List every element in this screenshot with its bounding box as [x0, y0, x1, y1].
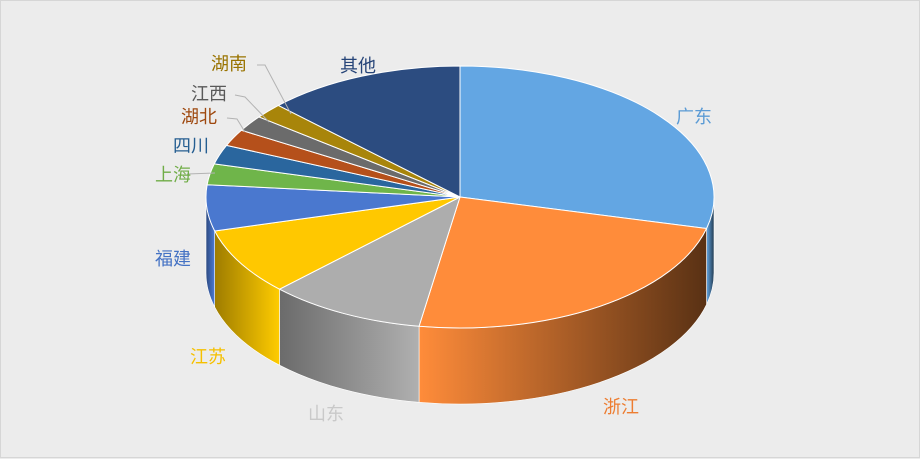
- slice-label-7: 四川: [173, 136, 209, 157]
- slice-label-3: 山东: [308, 404, 344, 425]
- pie-sides: [205, 196, 715, 405]
- pie-top: [205, 65, 715, 329]
- slice-11: [277, 65, 461, 198]
- slice-label-5: 福建: [155, 249, 191, 270]
- slice-label-1: 广东: [676, 107, 712, 128]
- slice-4: [214, 196, 461, 290]
- leader-line-8: [226, 117, 246, 133]
- leader-line-10: [257, 64, 292, 115]
- leader-line-9: [234, 94, 270, 123]
- slice-label-6: 上海: [155, 165, 191, 186]
- slice-label-2: 浙江: [603, 397, 639, 418]
- slice-label-10: 湖南: [211, 54, 247, 75]
- slice-label-4: 江苏: [190, 347, 226, 368]
- slice-1: [459, 65, 715, 230]
- leader-line-6: [186, 172, 216, 175]
- slice-label-8: 湖北: [181, 107, 217, 128]
- slice-label-11: 其他: [340, 56, 376, 77]
- slice-3: [279, 196, 461, 327]
- slice-2: [418, 196, 708, 329]
- leader-lines: [186, 64, 292, 175]
- slice-label-9: 江西: [191, 84, 227, 105]
